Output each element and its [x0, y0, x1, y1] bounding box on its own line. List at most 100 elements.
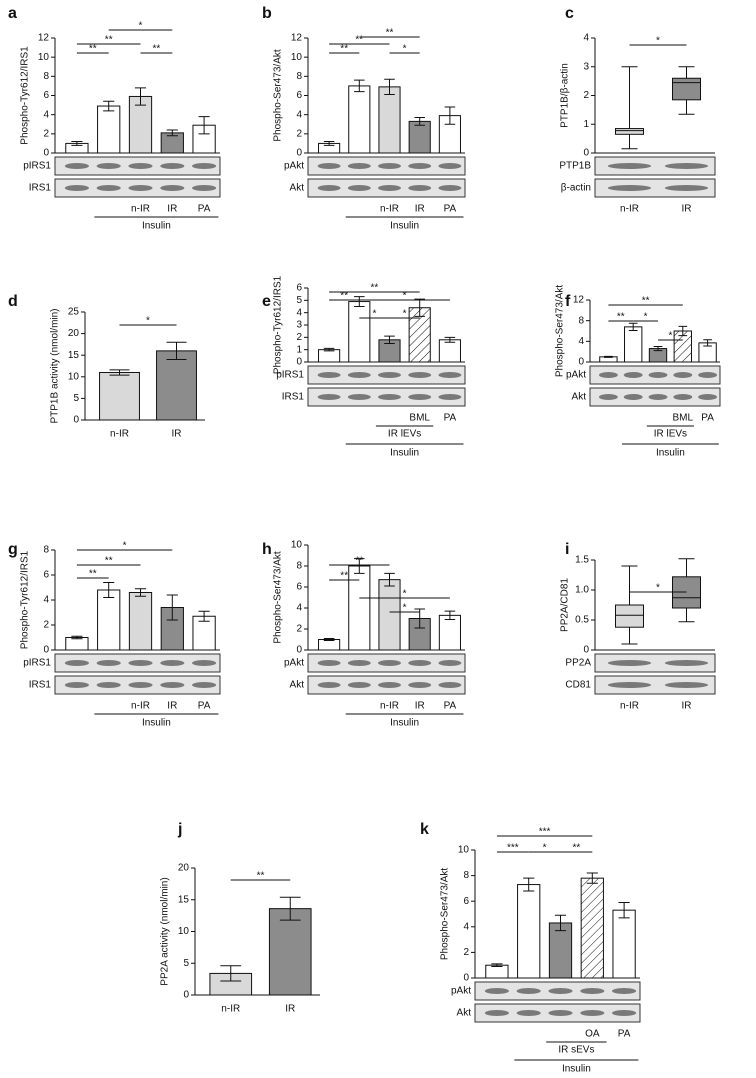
bar	[438, 614, 461, 651]
y-tick-label: 0	[296, 357, 302, 368]
group-label: Insulin	[142, 718, 171, 729]
blot-band	[438, 163, 462, 169]
y-axis-label: Phospho-Ser473/Akt	[273, 49, 284, 142]
blot-band	[347, 660, 371, 666]
y-tick-label: 8	[296, 561, 302, 572]
blot-band	[484, 988, 509, 994]
category-label: BML	[673, 413, 694, 424]
y-tick-label: 0	[583, 645, 589, 656]
blot-label: pIRS1	[23, 658, 51, 669]
blot-band	[408, 185, 432, 191]
blot-label: pAkt	[284, 658, 304, 669]
y-tick-label: 6	[296, 283, 302, 294]
significance-label: *	[139, 21, 143, 32]
bar	[580, 877, 604, 979]
category-label: n-IR	[221, 1004, 240, 1015]
blot-band	[64, 682, 89, 688]
blot-band	[516, 1010, 541, 1016]
y-tick-label: 4	[43, 109, 49, 120]
error-bar	[323, 347, 335, 352]
y-tick-label: 6	[463, 896, 469, 907]
blot-band	[64, 163, 89, 169]
significance-label: **	[355, 35, 363, 46]
blot	[594, 675, 716, 695]
y-tick-label: 8	[296, 71, 302, 82]
subgroup-label: IR sEVs	[558, 1045, 594, 1056]
blot-band	[64, 660, 89, 666]
y-tick-label: 20	[178, 863, 190, 874]
bar	[65, 637, 89, 651]
y-tick-label: 0	[43, 645, 49, 656]
y-tick-label: 5	[296, 295, 302, 306]
panel-letter: a	[8, 5, 17, 22]
bar	[348, 301, 371, 363]
blot-band	[347, 372, 371, 378]
significance-label: **	[89, 44, 97, 55]
blot-label: pIRS1	[276, 370, 304, 381]
error-bar	[618, 901, 630, 919]
error-bar	[166, 129, 178, 137]
y-tick-label: 8	[43, 545, 49, 556]
blot-label: pAkt	[284, 161, 304, 172]
group-label: Insulin	[390, 221, 419, 232]
blot-band	[160, 163, 185, 169]
blot-band	[607, 185, 652, 191]
category-label: PA	[444, 204, 457, 215]
error-bar	[384, 78, 395, 96]
y-tick-label: 4	[43, 595, 49, 606]
blot-band	[580, 988, 605, 994]
group-label: Insulin	[390, 448, 419, 459]
error-bar	[323, 637, 335, 642]
y-tick-label: 12	[291, 33, 303, 44]
bar	[624, 326, 643, 363]
significance-label: *	[372, 309, 376, 320]
blot-band	[673, 394, 693, 400]
blot-band	[598, 372, 618, 378]
blot-band	[580, 1010, 605, 1016]
blot-band	[607, 163, 652, 169]
error-bar	[604, 355, 613, 358]
category-label: PA	[701, 413, 714, 424]
y-tick-label: 4	[296, 109, 302, 120]
significance-label: **	[257, 871, 265, 882]
error-bar	[323, 141, 335, 146]
blot-band	[648, 372, 668, 378]
y-tick-label: 3	[583, 61, 589, 72]
bar	[517, 884, 541, 979]
y-tick-label: 10	[291, 52, 303, 63]
significance-label: **	[642, 296, 650, 307]
y-tick-label: 0	[296, 148, 302, 159]
category-label: PA	[444, 413, 457, 424]
blot-band	[438, 682, 462, 688]
significance-label: **	[105, 556, 113, 567]
blot-band	[664, 185, 709, 191]
blot-band	[192, 682, 217, 688]
blot-band	[378, 372, 401, 378]
panel-letter: h	[262, 541, 272, 558]
significance-label: *	[403, 589, 407, 600]
blot-label: Akt	[572, 392, 587, 403]
category-label: PA	[198, 204, 211, 215]
category-label: IR	[167, 701, 177, 712]
bar	[318, 349, 341, 363]
error-bar	[444, 336, 456, 343]
blot-band	[516, 988, 541, 994]
error-bar	[444, 106, 456, 125]
y-tick-label: 4	[463, 921, 469, 932]
significance-label: *	[644, 312, 648, 323]
error-bar	[491, 963, 503, 967]
blot-band	[548, 988, 573, 994]
significance-label: **	[386, 28, 394, 39]
y-tick-label: 6	[43, 90, 49, 101]
blot-band	[317, 372, 341, 378]
y-tick-label: 10	[178, 926, 190, 937]
significance-label: **	[355, 556, 363, 567]
blot-band	[698, 372, 718, 378]
error-bar	[444, 610, 456, 621]
blot-band	[484, 1010, 509, 1016]
error-bar	[384, 335, 395, 344]
blot-label: Akt	[457, 1008, 472, 1019]
category-label: n-IR	[131, 204, 150, 215]
category-label: IR	[415, 701, 425, 712]
error-bar	[523, 877, 535, 892]
